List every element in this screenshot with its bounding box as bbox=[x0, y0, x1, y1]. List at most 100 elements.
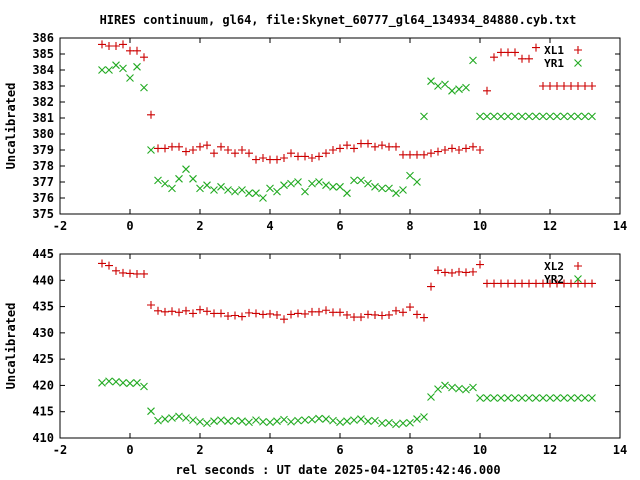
data-point bbox=[301, 309, 309, 318]
data-point bbox=[434, 82, 442, 90]
data-point bbox=[161, 179, 169, 188]
data-point bbox=[441, 146, 449, 154]
data-point bbox=[154, 416, 162, 425]
data-point bbox=[518, 54, 526, 63]
data-point bbox=[413, 150, 421, 159]
data-point bbox=[119, 378, 127, 387]
data-point bbox=[287, 310, 295, 319]
data-point bbox=[399, 150, 407, 159]
data-point bbox=[392, 189, 400, 198]
data-point bbox=[385, 310, 393, 319]
data-point bbox=[301, 416, 309, 425]
y-tick-label: 440 bbox=[32, 273, 54, 287]
data-point bbox=[413, 178, 421, 186]
data-point bbox=[385, 184, 393, 193]
y-tick-label: 420 bbox=[32, 378, 54, 392]
data-point bbox=[588, 279, 596, 288]
data-point bbox=[266, 155, 274, 164]
y-tick-label: 381 bbox=[32, 111, 54, 125]
x-tick-label: 6 bbox=[336, 219, 343, 233]
data-point bbox=[476, 112, 484, 121]
data-point bbox=[147, 300, 155, 309]
legend-label-xl2: XL2 bbox=[544, 260, 564, 273]
data-point bbox=[273, 417, 281, 426]
data-point bbox=[497, 279, 505, 288]
data-point bbox=[546, 279, 554, 288]
data-point bbox=[553, 112, 561, 121]
data-point bbox=[371, 310, 379, 319]
data-point bbox=[462, 83, 470, 92]
x-tick-label: 0 bbox=[126, 219, 133, 233]
data-point bbox=[196, 417, 204, 426]
data-point bbox=[133, 269, 141, 278]
data-point bbox=[364, 179, 372, 188]
y-tick-label: 384 bbox=[32, 63, 54, 77]
data-point bbox=[546, 112, 554, 121]
data-point bbox=[483, 394, 491, 402]
data-point bbox=[154, 306, 162, 315]
data-point bbox=[574, 112, 582, 121]
data-point bbox=[126, 46, 134, 55]
data-point bbox=[182, 147, 190, 156]
data-point bbox=[406, 150, 414, 159]
data-point bbox=[406, 418, 414, 427]
data-point bbox=[329, 308, 337, 317]
data-point bbox=[427, 77, 435, 86]
legend-marker-yr1 bbox=[574, 59, 582, 67]
data-point bbox=[532, 394, 540, 402]
y-tick-label: 379 bbox=[32, 143, 54, 157]
data-point bbox=[364, 310, 372, 319]
data-point bbox=[210, 186, 218, 194]
data-point bbox=[357, 139, 365, 148]
data-point bbox=[329, 182, 337, 191]
data-point bbox=[315, 307, 323, 316]
data-point bbox=[427, 393, 435, 401]
data-point bbox=[231, 187, 239, 196]
y-axis-label: Uncalibrated bbox=[4, 83, 18, 170]
data-point bbox=[217, 309, 225, 318]
data-point bbox=[105, 66, 113, 74]
data-point bbox=[266, 309, 274, 318]
data-point bbox=[539, 82, 547, 90]
x-tick-label: 8 bbox=[406, 443, 413, 457]
data-point bbox=[392, 420, 400, 429]
chart-title: HIRES continuum, gl64, file:Skynet_60777… bbox=[100, 13, 577, 28]
data-point bbox=[350, 313, 358, 322]
series-yr2 bbox=[98, 377, 596, 429]
data-point bbox=[315, 152, 323, 161]
data-point bbox=[525, 54, 533, 63]
data-point bbox=[371, 416, 379, 425]
data-point bbox=[266, 418, 274, 427]
data-point bbox=[476, 146, 484, 154]
data-point bbox=[462, 268, 470, 277]
y-tick-label: 378 bbox=[32, 159, 54, 173]
data-point bbox=[420, 313, 428, 322]
data-point bbox=[238, 417, 246, 426]
data-point bbox=[217, 142, 225, 151]
data-point bbox=[371, 142, 379, 151]
data-point bbox=[168, 307, 176, 316]
y-axis-label: Uncalibrated bbox=[4, 303, 18, 390]
data-point bbox=[210, 417, 218, 426]
data-point bbox=[336, 418, 344, 427]
data-point bbox=[539, 394, 547, 402]
data-point bbox=[406, 171, 414, 180]
x-tick-label: 4 bbox=[266, 219, 273, 233]
data-point bbox=[553, 279, 561, 288]
series-xl2 bbox=[98, 259, 596, 324]
data-point bbox=[196, 305, 204, 314]
data-point bbox=[455, 146, 463, 154]
data-point bbox=[343, 417, 351, 426]
data-point bbox=[301, 187, 309, 196]
data-point bbox=[210, 309, 218, 318]
data-point bbox=[273, 187, 281, 196]
data-point bbox=[112, 377, 120, 386]
y-tick-label: 430 bbox=[32, 326, 54, 340]
data-point bbox=[532, 43, 540, 52]
data-point bbox=[154, 176, 162, 185]
data-point bbox=[322, 181, 330, 190]
data-point bbox=[126, 74, 134, 82]
data-point bbox=[224, 186, 232, 194]
data-point bbox=[182, 306, 190, 315]
x-tick-label: 0 bbox=[126, 443, 133, 457]
